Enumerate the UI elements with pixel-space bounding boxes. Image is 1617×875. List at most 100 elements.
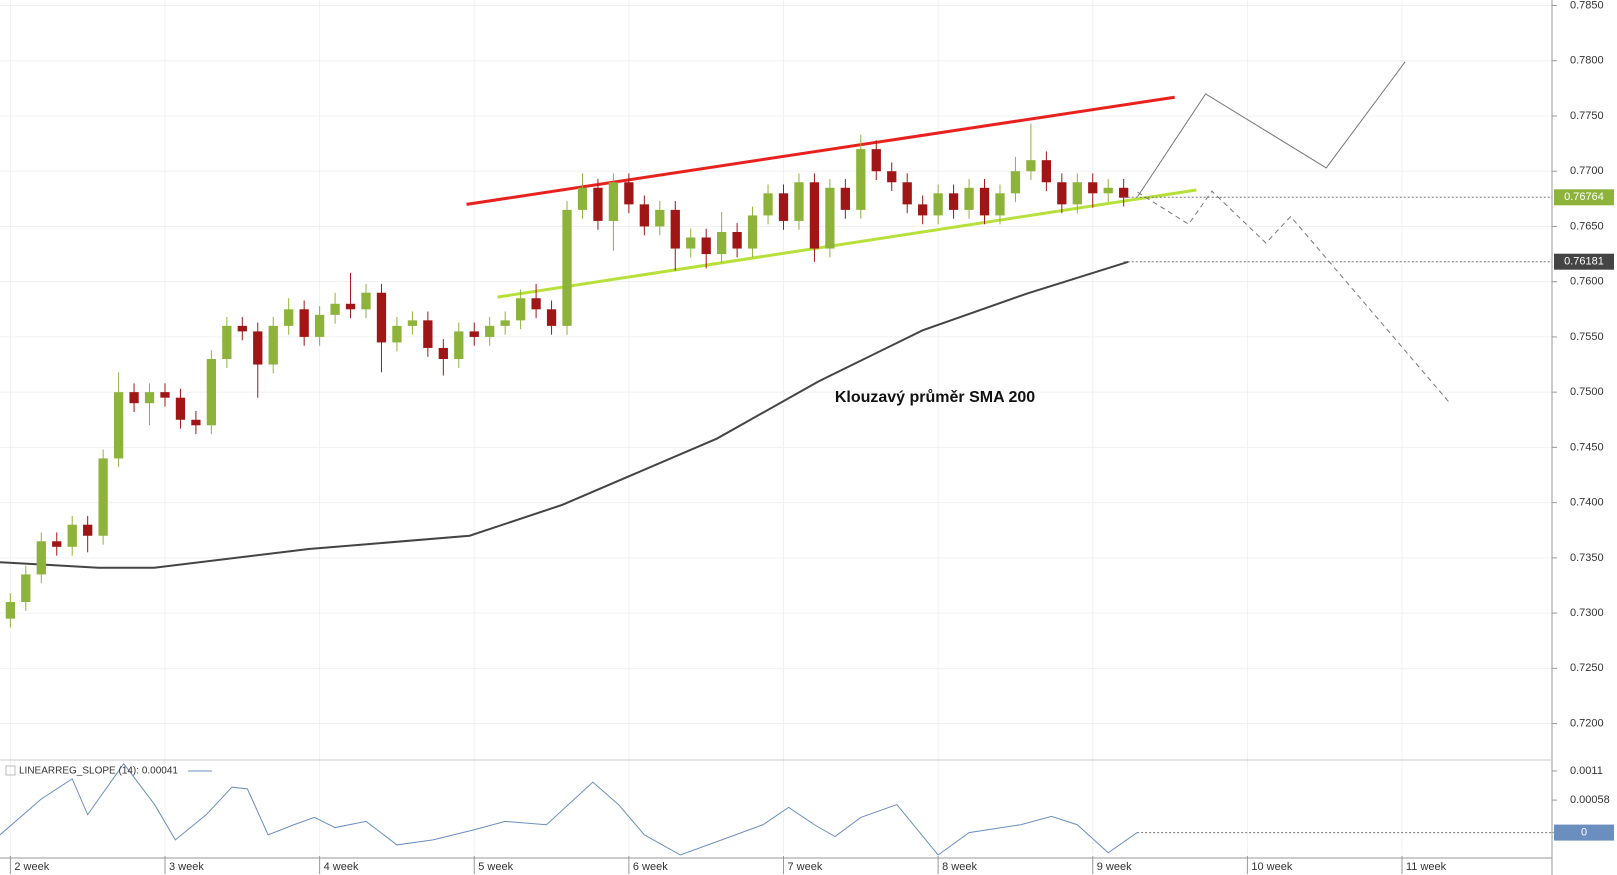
candle-body <box>98 458 108 536</box>
indicator-value-box <box>1554 824 1614 841</box>
candle-body <box>701 237 711 255</box>
candle-body <box>253 331 263 365</box>
candle-body <box>423 320 433 348</box>
candle-body <box>686 237 696 249</box>
candle-body <box>1072 182 1082 205</box>
candle-body <box>778 193 789 221</box>
y-tick-label: 0.7650 <box>1570 220 1604 232</box>
y-tick-label: 0.7350 <box>1570 552 1604 564</box>
candle-body <box>1026 160 1036 172</box>
candle-body <box>655 209 665 227</box>
candle-body <box>1057 182 1067 205</box>
grid <box>0 0 1552 855</box>
candle-body <box>454 331 464 360</box>
candle-body <box>175 397 186 420</box>
candle-body <box>964 187 974 210</box>
candle-body <box>717 231 727 255</box>
y-tick-label: 0.7850 <box>1570 0 1604 11</box>
candle-body <box>918 204 928 216</box>
candle-body <box>1010 171 1021 194</box>
candle-body <box>577 187 588 210</box>
candle-body <box>948 193 959 210</box>
candle-body <box>191 419 201 426</box>
candle-body <box>794 182 804 221</box>
x-tick-label: 3 week <box>169 861 204 873</box>
candle-body <box>5 602 15 619</box>
candle-body <box>407 320 418 326</box>
x-tick-label: 10 week <box>1251 861 1292 873</box>
candle-body <box>871 149 881 172</box>
candle-body <box>438 347 448 360</box>
price-label-box <box>1554 189 1614 206</box>
x-tick-label: 8 week <box>942 861 977 873</box>
y-tick-label: 0.7400 <box>1570 497 1604 509</box>
x-tick-label: 4 week <box>324 861 359 873</box>
candle-body <box>21 574 31 603</box>
candle-body <box>546 309 557 326</box>
x-tick-label: 5 week <box>478 861 513 873</box>
candle-body <box>562 209 572 326</box>
candle-body <box>361 292 371 310</box>
indicator-legend: LINEARREG_SLOPE (14): 0.00041 <box>19 766 178 777</box>
candle-body <box>376 292 387 343</box>
candle-body <box>469 331 479 337</box>
x-tick-label: 11 week <box>1406 861 1447 873</box>
y-tick-label: 0.7250 <box>1570 662 1604 674</box>
y-tick-label: 0.7200 <box>1570 717 1604 729</box>
candle-body <box>624 182 634 205</box>
candle-body <box>732 231 742 249</box>
indicator-y-tick-label: 0.00058 <box>1570 794 1610 806</box>
candle-body <box>222 325 232 360</box>
line-series <box>497 188 1197 299</box>
candle-body <box>500 320 510 326</box>
candle-body <box>1041 160 1052 183</box>
candle-body <box>825 187 835 249</box>
indicator-line <box>0 762 1138 856</box>
candle-body <box>237 325 247 332</box>
x-tick-label: 2 week <box>14 861 49 873</box>
candle-body <box>1088 182 1098 194</box>
candle-body <box>902 182 912 205</box>
candle-body <box>314 314 325 337</box>
x-tick-label: 7 week <box>787 861 822 873</box>
line-series <box>466 95 1175 206</box>
y-tick-label: 0.7750 <box>1570 110 1604 122</box>
candle-body <box>144 392 155 404</box>
y-tick-label: 0.7800 <box>1570 55 1604 67</box>
candle-body <box>515 298 526 321</box>
candle-body <box>36 541 46 575</box>
y-tick-label: 0.7600 <box>1570 276 1604 288</box>
y-tick-label: 0.7700 <box>1570 165 1604 177</box>
line-series <box>0 260 1129 569</box>
candle-body <box>268 325 278 365</box>
price-label: 0.76764 <box>1564 191 1604 203</box>
candle-body <box>809 182 820 249</box>
annotation: Klouzavý průměr SMA 200 <box>835 389 1035 406</box>
candle-body <box>979 187 990 216</box>
candle-body <box>593 187 603 221</box>
candle-body <box>345 303 356 310</box>
candle-body <box>1103 187 1113 194</box>
y-tick-label: 0.7550 <box>1570 331 1604 343</box>
candle-body <box>995 193 1005 216</box>
candle-body <box>67 524 77 547</box>
x-tick-label: 9 week <box>1097 861 1132 873</box>
candle-body <box>747 215 758 249</box>
indicator-value-label: 0 <box>1581 826 1587 838</box>
candle-body <box>887 171 897 183</box>
indicator-y-tick-label: 0.0011 <box>1570 765 1603 777</box>
line-series <box>1137 190 1451 404</box>
x-tick-label: 6 week <box>633 861 668 873</box>
candle-body <box>639 204 649 227</box>
candle-body <box>52 541 62 547</box>
candle-body <box>392 325 402 343</box>
candle-body <box>129 392 139 404</box>
candle-body <box>284 309 294 326</box>
y-tick-label: 0.7500 <box>1570 386 1604 398</box>
line-series <box>1137 61 1406 197</box>
candle-body <box>330 303 340 315</box>
candle-body <box>933 193 943 216</box>
candle-body <box>485 325 495 337</box>
